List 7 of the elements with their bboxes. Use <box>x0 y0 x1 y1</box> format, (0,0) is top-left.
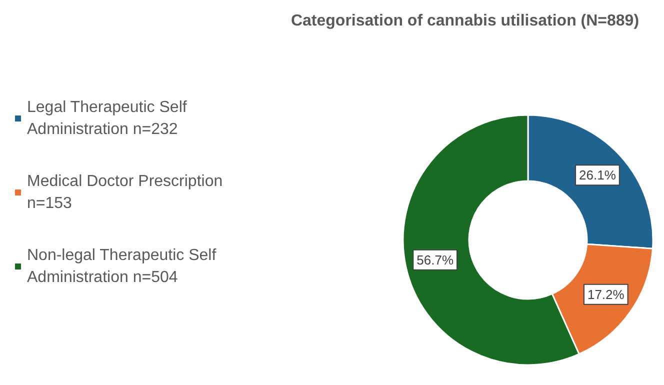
data-label: 56.7% <box>416 252 454 268</box>
legend-label: Non-legal Therapeutic Self Administration n=504 <box>27 247 221 286</box>
legend-label: Legal Therapeutic Self Administration n=232 <box>27 99 192 138</box>
data-label: 17.2% <box>587 286 625 302</box>
legend-label: Medical Doctor Prescription n=153 <box>27 173 228 212</box>
data-label: 26.1% <box>579 168 616 183</box>
chart-title: Categorisation of cannabis utilisation (N=889) <box>290 12 640 30</box>
